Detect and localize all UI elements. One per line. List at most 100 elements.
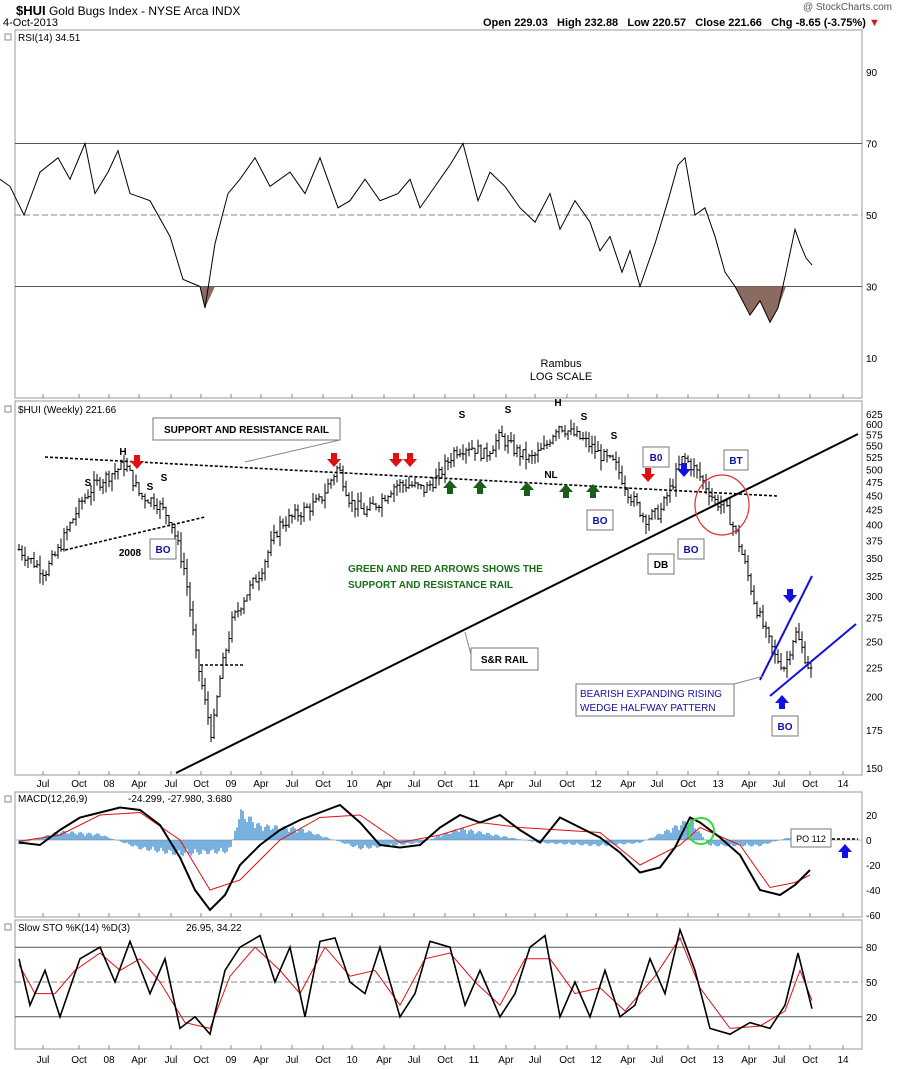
macd-hist-bar [642, 840, 644, 842]
sto-legend-values: 26.95, 34.22 [186, 923, 242, 934]
macd-hist-bar [96, 833, 98, 840]
macd-hist-bar [402, 840, 404, 846]
price-y-tick: 225 [866, 663, 883, 674]
macd-hist-bar [602, 840, 604, 844]
macd-hist-bar [186, 840, 188, 850]
macd-hist-bar [380, 840, 382, 846]
macd-hist-bar [242, 810, 244, 840]
macd-hist-bar [490, 834, 492, 840]
macd-hist-bar [192, 840, 194, 854]
macd-hist-bar [338, 840, 340, 842]
macd-hist-bar [694, 828, 696, 840]
macd-hist-bar [158, 840, 160, 852]
macd-hist-bar [208, 840, 210, 854]
bo-label-neckline-box [586, 509, 614, 531]
macd-hist-bar [708, 840, 710, 846]
macd-hist-bar [230, 840, 232, 847]
macd-hist-bar [150, 840, 152, 850]
macd-hist-bar [616, 840, 618, 845]
macd-hist-bar [656, 834, 658, 840]
x-tick-label-sto: Apr [741, 1055, 757, 1066]
macd-hist-bar [56, 832, 58, 840]
macd-hist-bar [364, 840, 366, 846]
x-tick-label-price: Jul [165, 779, 178, 790]
macd-hist-bar [776, 840, 778, 841]
macd-hist-bar [722, 840, 724, 845]
stockcharts-credit: @ StockCharts.com [802, 2, 892, 13]
green-up-arrow [559, 484, 573, 498]
macd-hist-bar [740, 840, 742, 846]
blue-down-arrow [677, 463, 691, 477]
macd-hist-bar [570, 840, 572, 845]
macd-hist-bar [22, 840, 24, 844]
macd-hist-bar [306, 832, 308, 840]
macd-hist-bar [550, 840, 552, 843]
macd-hist-bar [766, 840, 768, 844]
macd-hist-bar [170, 840, 172, 851]
macd-hist-bar [346, 840, 348, 844]
macd-hist-bar [66, 833, 68, 840]
x-tick-label-price: Apr [620, 779, 636, 790]
macd-hist-bar [344, 840, 346, 844]
macd-hist-bar [314, 835, 316, 840]
macd-hist-bar [108, 837, 110, 840]
x-tick-label-sto: 10 [346, 1055, 358, 1066]
price-y-tick: 150 [866, 764, 883, 775]
macd-hist-bar [392, 840, 394, 846]
wedge-label-line1: BEARISH EXPANDING RISING [580, 689, 722, 700]
macd-hist-bar [256, 823, 258, 840]
macd-hist-bar [320, 835, 322, 840]
log-scale-label: LOG SCALE [530, 371, 592, 383]
macd-hist-bar [410, 840, 412, 845]
macd-hist-bar [312, 834, 314, 840]
macd-hist-bar [492, 836, 494, 840]
macd-hist-bar [718, 840, 720, 847]
x-tick-label-sto: Oct [437, 1055, 453, 1066]
macd-hist-bar [706, 840, 708, 842]
macd-hist-bar [710, 840, 712, 846]
macd-hist-bar [504, 836, 506, 840]
macd-hist-bar [454, 829, 456, 840]
macd-hist-bar [666, 829, 668, 840]
macd-hist-bar [210, 840, 212, 851]
arrows-note-line2: SUPPORT AND RESISTANCE RAIL [348, 580, 513, 591]
macd-hist-bar [176, 840, 178, 852]
macd-hist-bar [460, 828, 462, 840]
macd-hist-bar [198, 840, 200, 855]
po-label-box [790, 828, 832, 848]
panel-frame-rsi [14, 29, 863, 399]
macd-hist-bar [582, 840, 584, 846]
macd-hist-bar [438, 835, 440, 840]
macd-hist-bar [238, 819, 240, 840]
macd-hist-bar [248, 816, 250, 840]
macd-hist-bar [658, 833, 660, 840]
x-tick-label-price: Jul [37, 779, 50, 790]
macd-y-tick: 0 [866, 836, 872, 847]
pattern-label: S [581, 412, 588, 423]
macd-hist-bar [154, 840, 156, 851]
macd-hist-bar [374, 840, 376, 847]
macd-hist-bar [534, 840, 536, 842]
macd-hist-bar [94, 834, 96, 840]
x-tick-label-price: 08 [103, 779, 115, 790]
x-tick-label-sto: Jul [773, 1055, 786, 1066]
macd-hist-bar [440, 836, 442, 840]
macd-hist-bar [360, 840, 362, 850]
macd-hist-bar [774, 840, 776, 842]
macd-hist-bar [228, 840, 230, 848]
x-tick-label-sto: Jul [408, 1055, 421, 1066]
macd-hist-bar [728, 840, 730, 845]
macd-hist-bar [160, 840, 162, 848]
x-tick-label-price: Oct [437, 779, 453, 790]
arrows-note-line1: GREEN AND RED ARROWS SHOWS THE [348, 564, 543, 575]
panel-frame-price [14, 400, 863, 776]
x-tick-label-sto: Jul [37, 1055, 50, 1066]
pattern-label: S [505, 405, 512, 416]
price-y-tick: 300 [866, 592, 883, 603]
x-tick-label-price: 13 [712, 779, 724, 790]
macd-y-tick: -60 [866, 911, 881, 922]
year-2008-label: 2008 [119, 548, 142, 559]
macd-hist-bar [572, 840, 574, 846]
pattern-label: H [554, 398, 561, 409]
macd-hist-bar [414, 840, 416, 843]
